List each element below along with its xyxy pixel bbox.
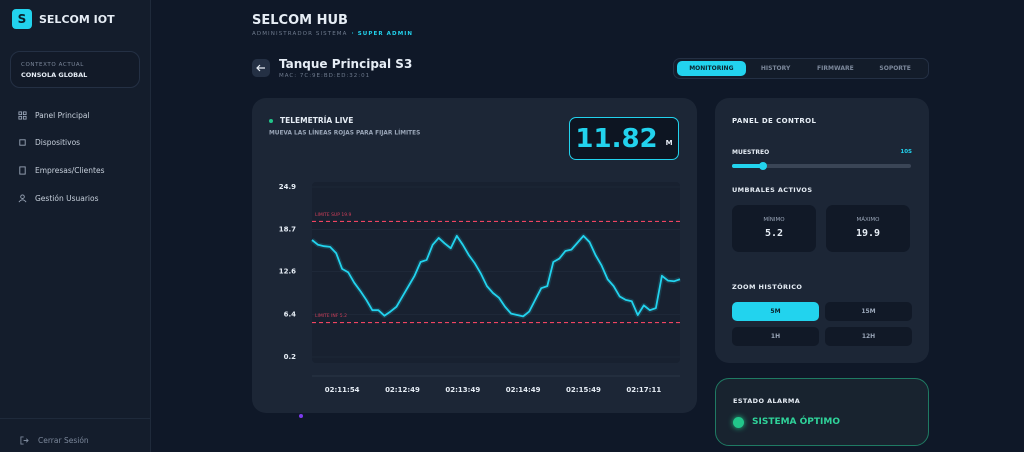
indicator-dot bbox=[299, 414, 303, 418]
zoom-title: ZOOM HISTÓRICO bbox=[732, 283, 803, 291]
nav-item[interactable]: Empresas/Clientes bbox=[18, 166, 105, 175]
telemetry-hint: MUEVA LAS LÍNEAS ROJAS PARA FIJAR LÍMITE… bbox=[269, 129, 420, 137]
min-box: MÍNIMO 5.2 bbox=[732, 205, 816, 252]
nav-item[interactable]: Panel Principal bbox=[18, 111, 90, 120]
min-value: 5.2 bbox=[764, 228, 784, 239]
max-value: 19.9 bbox=[855, 228, 881, 239]
sampling-label: MUESTREO bbox=[732, 149, 770, 156]
telemetry-card: TELEMETRÍA LIVE MUEVA LAS LÍNEAS ROJAS P… bbox=[252, 98, 697, 413]
sidebar: S SELCOM IOT CONTEXTO ACTUAL CONSOLA GLO… bbox=[0, 0, 151, 452]
y-tick-label: 18.7 bbox=[279, 226, 296, 234]
x-tick-label: 02:13:49 bbox=[445, 386, 480, 394]
subtitle-text: ADMINISTRADOR SISTEMA bbox=[252, 31, 348, 37]
chart: TELEMETRÍA LIVE MUEVA LAS LÍNEAS ROJAS P… bbox=[269, 116, 681, 394]
nav-label: Gestión Usuarios bbox=[35, 194, 99, 203]
slider-thumb[interactable] bbox=[759, 162, 767, 170]
nav-item[interactable]: Dispositivos bbox=[18, 138, 80, 147]
series-line bbox=[311, 234, 681, 318]
tabs: MONITORING HISTORY FIRMWARE SOPORTE bbox=[673, 58, 929, 79]
tab[interactable]: MONITORING bbox=[677, 61, 746, 76]
brand: SELCOM IOT bbox=[39, 13, 115, 26]
divider bbox=[0, 418, 151, 419]
control-panel: PANEL DE CONTROL MUESTREO 10S UMBRALES A… bbox=[715, 98, 929, 363]
x-tick-label: 02:17:11 bbox=[626, 386, 661, 394]
min-label: MÍNIMO bbox=[763, 217, 785, 223]
plot-area bbox=[312, 182, 680, 363]
y-tick-label: 0.2 bbox=[284, 353, 297, 361]
zoom-button[interactable]: 15M bbox=[825, 302, 912, 321]
x-tick-label: 02:14:49 bbox=[506, 386, 541, 394]
logout[interactable]: Cerrar Sesión bbox=[20, 436, 89, 445]
nav-label: Dispositivos bbox=[35, 138, 81, 147]
panel-title: PANEL DE CONTROL bbox=[732, 117, 817, 125]
zoom-button[interactable]: 5M bbox=[732, 302, 819, 321]
page-title: SELCOM HUB bbox=[252, 13, 348, 28]
telemetry-title: TELEMETRÍA LIVE bbox=[280, 116, 353, 125]
tab[interactable]: SOPORTE bbox=[879, 65, 911, 72]
live-dot bbox=[269, 119, 273, 123]
x-tick-label: 02:15:49 bbox=[566, 386, 601, 394]
y-tick-label: 6.4 bbox=[284, 310, 297, 318]
nav-label: Panel Principal bbox=[35, 111, 90, 120]
context-box[interactable]: CONTEXTO ACTUAL CONSOLA GLOBAL bbox=[10, 51, 140, 88]
device-mac: MAC: 7C:9E:BD:ED:32:01 bbox=[279, 73, 371, 79]
alarm-title: ESTADO ALARMA bbox=[733, 397, 801, 405]
slider-fill bbox=[732, 164, 763, 168]
zoom-button[interactable]: 1H bbox=[732, 327, 819, 346]
sampling-value: 10S bbox=[900, 149, 912, 155]
context-label: CONTEXTO ACTUAL bbox=[21, 62, 84, 68]
x-tick-label: 02:12:49 bbox=[385, 386, 420, 394]
readout-value: 11.82 bbox=[575, 123, 658, 154]
threshold-label: LIMITE INF 5.2 bbox=[315, 313, 347, 319]
readout: 11.82 M bbox=[569, 117, 679, 160]
device-name: Tanque Principal S3 bbox=[279, 57, 413, 71]
y-tick-label: 12.6 bbox=[279, 268, 296, 276]
x-tick-label: 02:11:54 bbox=[325, 386, 360, 394]
page-subtitle: ADMINISTRADOR SISTEMA · SUPER ADMIN bbox=[252, 31, 413, 37]
max-box: MÁXIMO 19.9 bbox=[826, 205, 910, 252]
role: · SUPER ADMIN bbox=[351, 31, 414, 37]
thresholds-title: UMBRALES ACTIVOS bbox=[732, 186, 813, 194]
zoom-button[interactable]: 12H bbox=[825, 327, 912, 346]
tab[interactable]: FIRMWARE bbox=[817, 65, 854, 72]
back-button[interactable] bbox=[252, 59, 270, 77]
alarm-status: SISTEMA ÓPTIMO bbox=[752, 417, 840, 427]
threshold-label: LIMITE SUP 19.9 bbox=[315, 212, 352, 218]
alarm-card: ESTADO ALARMA SISTEMA ÓPTIMO bbox=[715, 378, 929, 446]
y-tick-label: 24.9 bbox=[279, 183, 296, 191]
context-value: CONSOLA GLOBAL bbox=[21, 71, 88, 79]
alarm-dot bbox=[733, 417, 744, 428]
slider-track[interactable] bbox=[732, 164, 911, 168]
nav-item[interactable]: Gestión Usuarios bbox=[18, 194, 99, 203]
readout-unit: M bbox=[665, 138, 673, 147]
nav-label: Empresas/Clientes bbox=[35, 166, 105, 175]
max-label: MÁXIMO bbox=[856, 217, 880, 223]
logo[interactable]: S bbox=[12, 9, 32, 29]
tab[interactable]: HISTORY bbox=[760, 65, 791, 72]
logout-label: Cerrar Sesión bbox=[38, 436, 89, 445]
